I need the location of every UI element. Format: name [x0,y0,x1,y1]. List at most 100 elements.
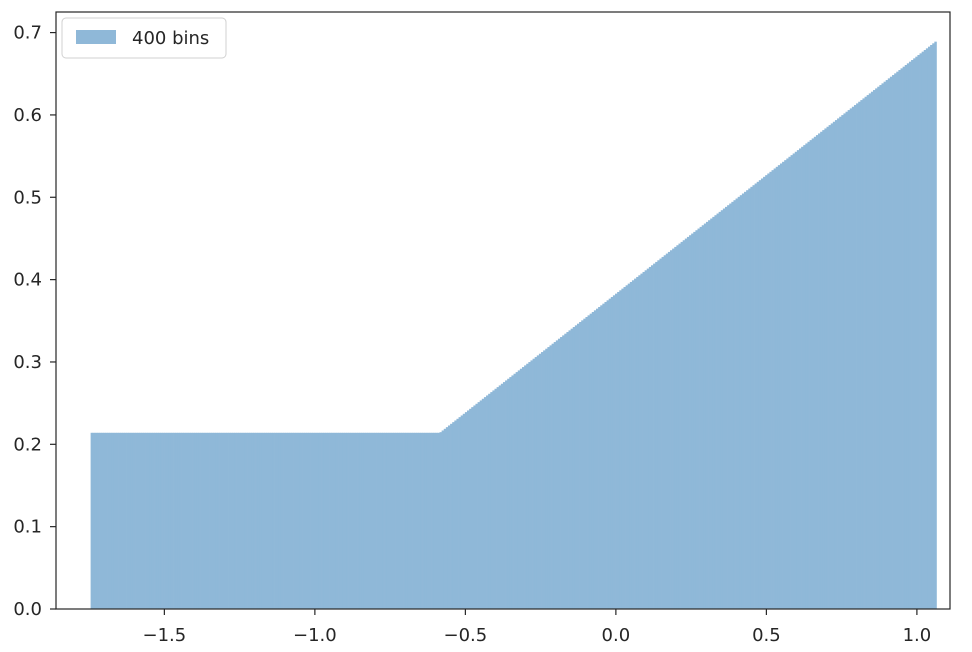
histogram-bar [382,432,385,609]
histogram-bar [674,246,677,609]
histogram-bar [166,432,170,609]
histogram-bar [412,432,415,609]
histogram-bar [598,306,601,609]
histogram-bar [837,118,840,610]
histogram-bar [908,61,912,609]
histogram-bar [253,432,256,609]
histogram-bar [255,432,259,609]
histogram-bar [156,432,159,609]
histogram-bar [107,432,110,609]
histogram-bar [720,210,724,610]
histogram-bar [847,110,851,610]
histogram-bar [168,432,172,609]
histogram-bar [581,320,584,609]
histogram-bar [395,432,398,609]
histogram-bar [302,432,305,609]
legend-box [61,17,227,59]
histogram-bar [834,120,838,610]
histogram-bar [354,432,358,609]
y-tick-label: 0.0 [13,599,42,620]
histogram-bar [587,315,591,609]
histogram-bar [416,432,419,609]
histogram-bar [870,91,874,610]
histogram-bar [261,432,265,609]
histogram-bar [644,270,648,609]
histogram-bar [386,432,390,609]
histogram-bar [151,432,155,609]
histogram-bar [285,432,288,609]
histogram-bar [190,432,193,609]
histogram-bar [278,432,282,609]
histogram-bar [722,208,726,609]
histogram-bar [653,263,656,609]
histogram-bar [627,283,631,609]
histogram-bar [154,432,157,609]
histogram-bar [881,83,884,609]
histogram-bar [280,432,284,609]
histogram-bar [826,126,829,609]
histogram-bar [562,335,565,609]
histogram-bar [923,49,927,609]
histogram-bar [602,303,605,609]
histogram-bar [494,388,497,609]
histogram-bar [697,228,700,609]
histogram-bar [642,271,645,609]
histogram-bar [264,432,267,609]
histogram-bar [765,175,768,609]
legend-label: 400 bins [132,28,209,49]
histogram-bar [566,332,569,609]
histogram-bar [181,432,185,609]
histogram-bar [532,358,536,609]
histogram-bar [822,130,825,610]
histogram-bar [135,432,138,609]
histogram-bar [118,432,121,609]
histogram-bar [524,365,527,609]
histogram-bars [90,41,937,610]
histogram-bar [206,432,210,609]
histogram-bar [663,255,667,609]
histogram-bar [105,432,108,609]
histogram-bar [617,291,620,609]
y-tick-label: 0.6 [13,105,42,126]
histogram-bar [655,261,658,609]
histogram-bar [115,432,119,609]
histogram-bar [232,432,235,609]
histogram-bar [686,236,690,609]
legend-swatch [76,30,116,44]
histogram-bar [705,221,709,610]
x-tick-label: −1.0 [293,625,337,646]
histogram-bar [775,166,779,609]
histogram-bar [424,432,428,609]
histogram-bar [209,432,212,609]
histogram-bar [695,230,698,610]
histogram-bar [680,241,684,610]
histogram-bar [570,328,574,609]
histogram-bar [331,432,335,609]
histogram-bar [811,138,815,610]
histogram-bar [843,113,846,609]
histogram-bar [771,170,774,609]
histogram-bar [667,251,671,610]
histogram-bar [892,75,895,609]
histogram-bar [437,432,440,609]
histogram-bar [137,432,140,609]
histogram-bar [365,432,368,609]
histogram-bar [467,410,470,609]
histogram-bar [748,188,751,609]
histogram-bar [344,432,347,609]
histogram-bar [225,432,229,609]
histogram-bar [799,148,802,610]
histogram-bar [790,155,794,609]
histogram-bar [481,398,485,609]
histogram-bar [815,135,819,609]
histogram-bar [858,101,861,610]
histogram-bar [327,432,330,609]
histogram-bar [388,432,392,609]
histogram-bar [204,432,208,609]
histogram-bar [390,432,394,609]
histogram-bar [323,432,326,609]
histogram-bar [462,413,466,609]
histogram-bar [247,432,250,609]
histogram-bar [363,432,366,609]
histogram-bar [818,133,821,609]
